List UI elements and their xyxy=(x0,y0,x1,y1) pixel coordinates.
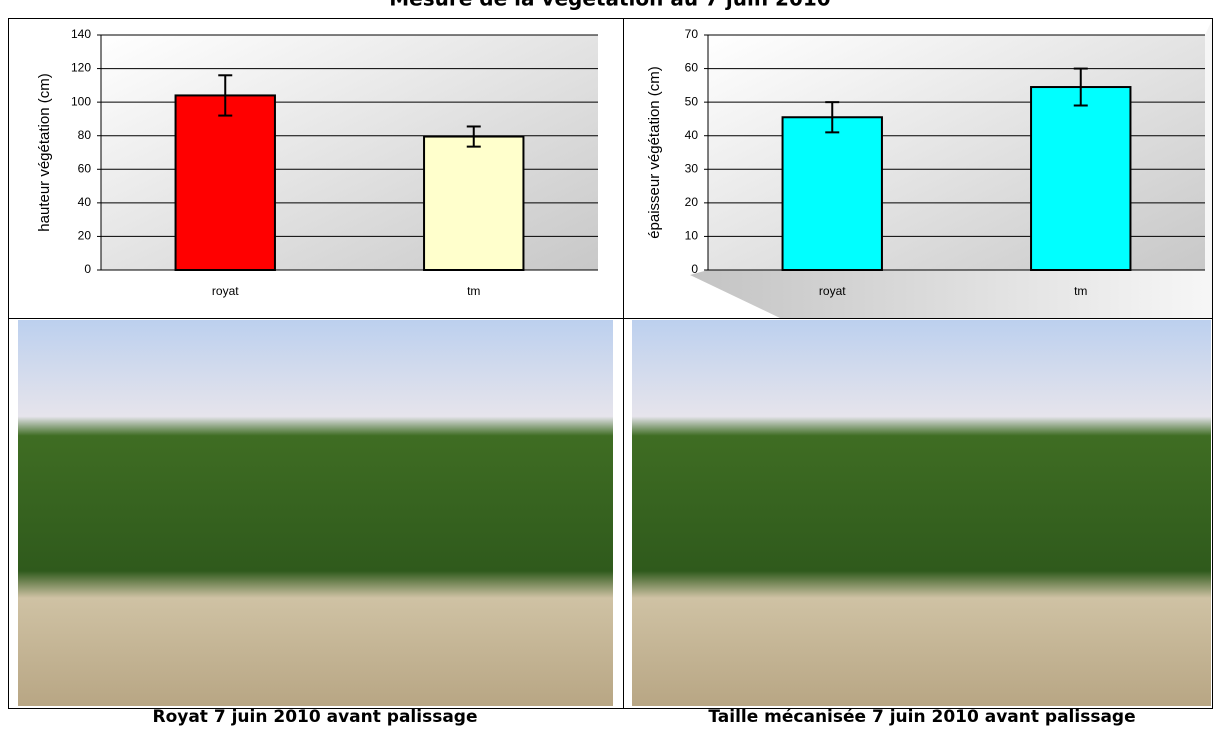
y-tick-label: 50 xyxy=(685,94,699,108)
y-tick-label: 20 xyxy=(685,195,699,209)
x-tick-label: tm xyxy=(467,284,480,298)
y-tick-label: 60 xyxy=(78,161,92,175)
y-axis-label: épaisseur végétation (cm) xyxy=(646,66,663,239)
y-tick-label: 100 xyxy=(71,94,91,108)
y-tick-label: 20 xyxy=(78,229,92,243)
x-tick-label: royat xyxy=(819,284,846,298)
bar xyxy=(423,135,525,271)
bar xyxy=(1030,86,1132,271)
y-tick-label: 30 xyxy=(685,161,699,175)
y-tick-label: 40 xyxy=(78,195,92,209)
photo-caption: Taille mécanisée 7 juin 2010 avant palis… xyxy=(708,707,1135,727)
y-tick-label: 0 xyxy=(691,262,698,276)
y-tick-label: 40 xyxy=(685,128,699,142)
y-tick-label: 10 xyxy=(685,229,699,243)
table-border xyxy=(8,18,1213,709)
page-title: Mesure de la végétation au 7 juin 2010 xyxy=(389,0,830,11)
y-tick-label: 0 xyxy=(84,262,91,276)
x-tick-label: royat xyxy=(212,284,239,298)
y-tick-label: 70 xyxy=(685,27,699,41)
y-axis-label: hauteur végétation (cm) xyxy=(36,73,53,231)
y-tick-label: 60 xyxy=(685,61,699,75)
y-tick-label: 140 xyxy=(71,27,91,41)
x-tick-label: tm xyxy=(1074,284,1087,298)
y-tick-label: 120 xyxy=(71,61,91,75)
chart-3d-shade xyxy=(690,20,1212,318)
photo xyxy=(632,320,1211,706)
bar xyxy=(174,94,276,271)
photo-caption: Royat 7 juin 2010 avant palissage xyxy=(152,707,477,727)
y-tick-label: 80 xyxy=(78,128,92,142)
bar xyxy=(781,116,883,271)
photo xyxy=(18,320,613,706)
